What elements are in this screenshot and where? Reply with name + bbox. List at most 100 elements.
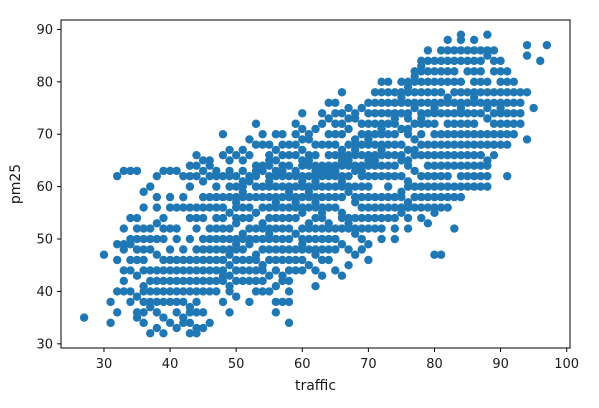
data-point bbox=[298, 192, 307, 202]
data-point bbox=[165, 287, 175, 296]
data-point bbox=[377, 213, 386, 223]
data-point bbox=[172, 166, 181, 176]
data-point bbox=[126, 287, 135, 296]
data-point bbox=[370, 140, 380, 149]
data-point bbox=[278, 150, 287, 160]
data-point bbox=[251, 171, 261, 181]
data-point bbox=[450, 77, 459, 87]
data-point bbox=[450, 150, 459, 160]
data-point bbox=[450, 119, 459, 128]
data-point bbox=[146, 276, 155, 286]
data-point bbox=[218, 224, 228, 233]
data-point bbox=[384, 171, 393, 181]
data-point bbox=[476, 130, 485, 139]
data-point bbox=[284, 287, 294, 296]
data-point bbox=[218, 150, 228, 160]
data-point bbox=[192, 245, 201, 254]
data-point bbox=[258, 140, 267, 149]
data-point bbox=[443, 140, 452, 149]
data-point bbox=[271, 245, 281, 254]
data-point bbox=[271, 213, 281, 223]
data-point bbox=[344, 245, 353, 254]
data-point bbox=[489, 88, 499, 97]
data-point bbox=[198, 156, 208, 165]
data-point bbox=[159, 287, 168, 296]
data-point bbox=[364, 135, 373, 144]
data-point bbox=[212, 255, 221, 265]
data-point bbox=[324, 192, 333, 202]
data-point bbox=[489, 119, 499, 128]
data-point bbox=[132, 271, 142, 280]
data-point bbox=[410, 192, 419, 202]
data-point bbox=[324, 245, 333, 254]
data-point bbox=[469, 182, 479, 191]
data-point bbox=[225, 245, 234, 254]
data-point bbox=[357, 213, 366, 223]
data-point bbox=[377, 77, 386, 87]
data-point bbox=[384, 109, 393, 118]
data-point bbox=[132, 234, 142, 244]
data-point bbox=[384, 140, 393, 149]
data-point bbox=[337, 88, 347, 97]
data-point bbox=[423, 192, 433, 202]
data-point bbox=[390, 98, 400, 107]
y-tick-label: 40 bbox=[36, 285, 53, 300]
data-point bbox=[350, 145, 360, 155]
data-point bbox=[390, 203, 400, 212]
data-point bbox=[159, 313, 168, 322]
data-point bbox=[337, 213, 347, 223]
data-point bbox=[430, 150, 439, 160]
data-point bbox=[132, 255, 142, 265]
data-point bbox=[456, 119, 466, 128]
data-point bbox=[337, 109, 347, 118]
data-point bbox=[291, 245, 300, 254]
data-point bbox=[179, 297, 188, 307]
data-point bbox=[245, 203, 254, 212]
data-point bbox=[179, 318, 188, 328]
data-point bbox=[350, 250, 360, 259]
data-point bbox=[324, 130, 333, 139]
data-point bbox=[172, 287, 181, 296]
data-point bbox=[417, 67, 426, 76]
data-point bbox=[324, 255, 333, 265]
data-point bbox=[192, 287, 201, 296]
data-point bbox=[423, 219, 433, 228]
data-point bbox=[265, 182, 274, 191]
data-point bbox=[298, 203, 307, 212]
data-point bbox=[265, 245, 274, 254]
data-point bbox=[126, 255, 135, 265]
data-point bbox=[509, 98, 519, 107]
data-point bbox=[456, 192, 466, 202]
data-point bbox=[430, 140, 439, 149]
data-point bbox=[456, 56, 466, 66]
data-point bbox=[179, 287, 188, 296]
data-point bbox=[298, 124, 307, 134]
data-point bbox=[397, 140, 406, 149]
data-point bbox=[417, 88, 426, 97]
data-point bbox=[205, 318, 214, 328]
data-point bbox=[489, 150, 499, 160]
data-point bbox=[291, 119, 300, 128]
data-point bbox=[370, 109, 380, 118]
data-point bbox=[152, 323, 162, 333]
data-point bbox=[245, 224, 254, 233]
data-point bbox=[536, 56, 545, 66]
data-point bbox=[324, 98, 333, 107]
data-point bbox=[152, 203, 162, 212]
data-point bbox=[423, 109, 433, 118]
data-point bbox=[245, 255, 254, 265]
data-point bbox=[258, 130, 267, 139]
data-point bbox=[410, 88, 419, 97]
data-point bbox=[225, 308, 234, 317]
data-point bbox=[146, 224, 155, 233]
data-point bbox=[132, 308, 142, 317]
data-point bbox=[304, 182, 314, 191]
data-point bbox=[337, 130, 347, 139]
data-point bbox=[430, 88, 439, 97]
data-point bbox=[417, 56, 426, 66]
data-point bbox=[384, 213, 393, 223]
data-point bbox=[370, 156, 380, 165]
data-point bbox=[231, 213, 241, 223]
data-point bbox=[324, 234, 333, 244]
data-point bbox=[417, 203, 426, 212]
